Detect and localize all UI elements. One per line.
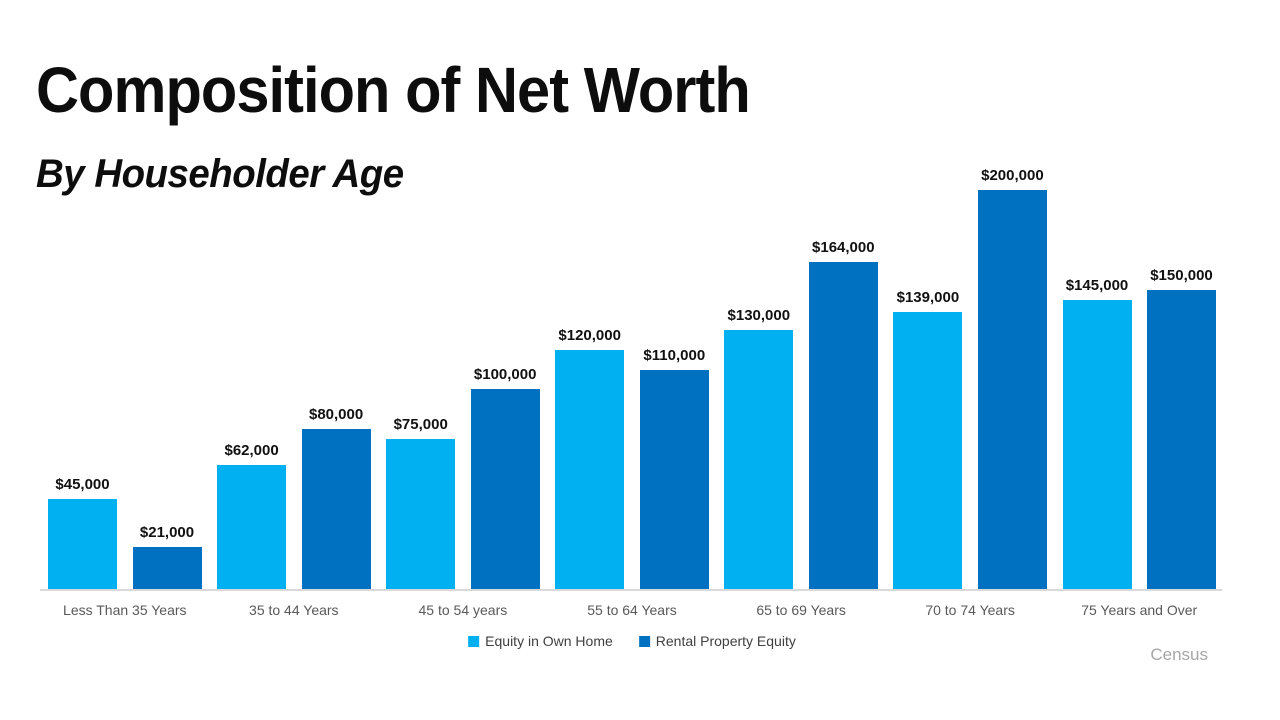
bar-value-label: $139,000 bbox=[896, 289, 960, 306]
source-credit: Census bbox=[1150, 645, 1208, 664]
bar-value-label: $21,000 bbox=[139, 524, 195, 541]
legend: Equity in Own Home Rental Property Equit… bbox=[468, 633, 796, 649]
legend-label-own-home: Equity in Own Home bbox=[485, 633, 613, 649]
bar-rental-property-7 bbox=[1147, 290, 1216, 589]
bar-own-home-3 bbox=[386, 439, 456, 589]
x-axis-category-label: 55 to 64 Years bbox=[587, 602, 677, 618]
legend-label-rental: Rental Property Equity bbox=[655, 633, 796, 649]
bar-own-home-5 bbox=[724, 330, 794, 589]
bar-rental-property-6 bbox=[977, 190, 1047, 589]
bar-own-home-7 bbox=[1062, 300, 1132, 589]
bar-value-label: $145,000 bbox=[1065, 277, 1129, 294]
bar-own-home-4 bbox=[555, 350, 625, 589]
bar-rental-property-5 bbox=[808, 262, 878, 589]
x-axis-category-label: 65 to 69 Years bbox=[756, 602, 846, 618]
bar-value-label: $120,000 bbox=[558, 327, 621, 344]
x-axis-category-label: 45 to 54 years bbox=[418, 602, 508, 618]
x-axis-category-label: Less Than 35 Years bbox=[63, 602, 187, 618]
bar-rental-property-1 bbox=[132, 547, 202, 589]
chart-title: Composition of Net Worth bbox=[36, 54, 751, 126]
bar-value-label: $75,000 bbox=[393, 416, 448, 433]
bar-own-home-2 bbox=[217, 465, 287, 589]
bar-value-label: $150,000 bbox=[1150, 267, 1213, 284]
legend-item-rental: Rental Property Equity bbox=[638, 633, 796, 649]
bar-rental-property-4 bbox=[639, 370, 709, 589]
x-axis-category-label: 35 to 44 Years bbox=[249, 602, 339, 618]
legend-item-own-home: Equity in Own Home bbox=[468, 633, 613, 649]
x-axis-line bbox=[40, 589, 1222, 591]
bar-value-label: $45,000 bbox=[55, 476, 110, 493]
bar-value-label: $130,000 bbox=[727, 307, 791, 324]
legend-swatch-rental bbox=[638, 635, 650, 647]
legend-swatch-own-home bbox=[468, 635, 480, 647]
bar-own-home-1 bbox=[48, 499, 117, 589]
bar-rental-property-2 bbox=[301, 429, 371, 589]
x-axis-category-label: 75 Years and Over bbox=[1081, 602, 1198, 618]
bar-value-label: $164,000 bbox=[812, 239, 875, 256]
bar-value-label: $80,000 bbox=[308, 406, 364, 423]
bar-value-label: $62,000 bbox=[224, 442, 279, 459]
chart-subtitle: By Householder Age bbox=[36, 152, 404, 196]
bar-value-label: $200,000 bbox=[981, 167, 1044, 184]
bar-value-label: $110,000 bbox=[643, 347, 706, 364]
x-axis-category-label: 70 to 74 Years bbox=[925, 602, 1015, 618]
bar-value-label: $100,000 bbox=[473, 366, 537, 383]
bar-rental-property-3 bbox=[470, 389, 540, 589]
bar-own-home-6 bbox=[893, 312, 963, 589]
